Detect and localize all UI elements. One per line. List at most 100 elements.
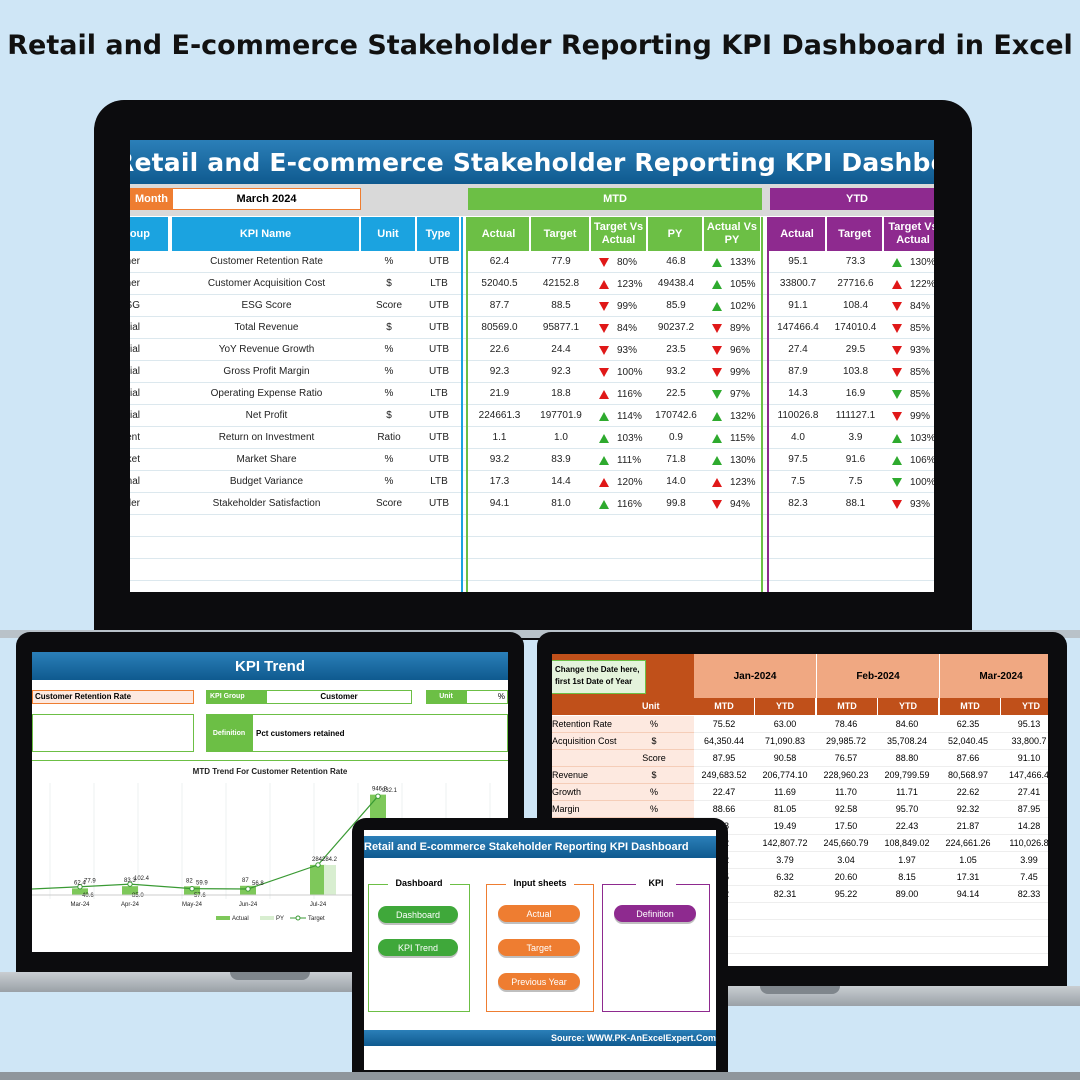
value-cell: 108,849.02 <box>884 838 930 848</box>
row-divider <box>694 919 1048 920</box>
previous-year-button[interactable]: Previous Year <box>498 973 580 990</box>
row-divider <box>130 536 934 537</box>
right-laptop-notch <box>760 986 840 994</box>
kpi-indicator: 103% <box>892 427 934 449</box>
value-cell: 20.60 <box>834 872 858 882</box>
month-header: Mar-2024 <box>940 654 1048 698</box>
kpi-name: Retention Rate <box>552 719 613 729</box>
arrow-up-icon <box>599 455 609 465</box>
kpi-indicator: 99% <box>712 361 762 383</box>
value-cell: 209,799.59 <box>884 770 930 780</box>
cell-target: 14.4 <box>551 476 571 487</box>
cell-name: Gross Profit Margin <box>223 366 310 377</box>
kpi-indicator: 85% <box>892 383 934 405</box>
target-point <box>77 884 83 890</box>
cell-unit: $ <box>386 322 392 333</box>
value-cell: 8.15 <box>898 872 916 882</box>
value-cell: 63.00 <box>773 719 797 729</box>
row-divider <box>694 800 1048 801</box>
cell-group: Financial <box>130 388 140 399</box>
header-tva-11: Target Vs Actual <box>884 217 934 251</box>
kpi-indicator: 85% <box>892 317 934 339</box>
arrow-up-icon <box>712 301 722 311</box>
row-divider <box>694 749 1048 750</box>
cell-target: 174010.4 <box>834 322 877 333</box>
arrow-up-icon <box>712 279 722 289</box>
value-cell: 142,807.72 <box>762 838 808 848</box>
kpi-name-select[interactable]: Customer Retention Rate <box>32 690 194 704</box>
cell-target: 91.6 <box>845 454 866 465</box>
kpi-group-label: KPI Group <box>206 690 266 704</box>
indicator-value: 111% <box>617 454 642 466</box>
definition-button[interactable]: Definition <box>614 905 696 922</box>
target-button[interactable]: Target <box>498 939 580 956</box>
indicator-value: 84% <box>910 300 931 312</box>
legend-actual-swatch <box>216 916 230 920</box>
value-cell: 82.33 <box>1017 889 1041 899</box>
value-cell: 17.50 <box>834 821 858 831</box>
cell-group: Operational <box>130 476 140 487</box>
input-sheets-heading: Input sheets <box>506 878 574 888</box>
value-cell: 88.80 <box>895 753 919 763</box>
cell-actual: 97.5 <box>788 454 808 465</box>
dashboard-banner: Retail and E-commerce Stakeholder Report… <box>130 140 934 184</box>
kpi-indicator: 99% <box>892 405 934 427</box>
cell-actual: 33800.7 <box>779 278 817 289</box>
kpi-trend-banner: KPI Trend <box>32 652 508 680</box>
header-py-7: PY <box>648 217 702 251</box>
row-divider <box>130 382 934 383</box>
cell-actual: 17.3 <box>489 476 510 487</box>
kpi-group-value: Customer <box>266 690 412 704</box>
sub-header-mtd_label: MTD <box>940 698 1000 715</box>
indicator-value: 132% <box>730 410 756 422</box>
row-divider <box>130 470 934 471</box>
sub-header-ytd_label: YTD <box>878 698 938 715</box>
value-cell: 78.46 <box>834 719 858 729</box>
cell-target: 83.9 <box>551 454 571 465</box>
cell-group: Customer <box>130 278 140 289</box>
cell-name: Net Profit <box>245 410 288 421</box>
cell-group: Investment <box>130 432 140 443</box>
cell-target: 3.9 <box>848 432 863 443</box>
indicator-value: 85% <box>910 322 931 334</box>
cell-unit: % <box>384 344 394 355</box>
kpi-indicator: 130% <box>892 251 934 273</box>
dashboard-button[interactable]: Dashboard <box>378 906 458 923</box>
row-divider <box>694 953 1048 954</box>
row-divider <box>694 868 1048 869</box>
cell-name: Total Revenue <box>234 322 299 333</box>
indicator-value: 102% <box>730 300 756 312</box>
value-cell: 62.35 <box>956 719 980 729</box>
target-label: 102.4 <box>134 876 150 882</box>
kpi-unit: Score <box>642 753 666 763</box>
legend-py-swatch <box>260 916 274 920</box>
value-cell: 110,026.8 <box>1009 838 1048 848</box>
arrow-down-icon <box>892 345 902 355</box>
kpi-indicator: 94% <box>712 493 762 515</box>
cell-target: 95877.1 <box>542 322 580 333</box>
row-divider <box>694 902 1048 903</box>
value-cell: 89.00 <box>895 889 919 899</box>
value-cell: 95.13 <box>1017 719 1041 729</box>
month-select[interactable]: March 2024 <box>172 188 361 210</box>
row-divider <box>694 834 1048 835</box>
actual-button[interactable]: Actual <box>498 905 580 922</box>
cell-actual: 82.3 <box>788 498 808 509</box>
indicator-value: 97% <box>730 388 751 400</box>
nav-banner: Retail and E-commerce Stakeholder Report… <box>364 836 716 858</box>
value-cell: 3.04 <box>837 855 855 865</box>
cell-target: 108.4 <box>842 300 869 311</box>
cell-actual: 95.1 <box>788 256 808 267</box>
kpi-indicator: 97% <box>712 383 762 405</box>
cell-target: 197701.9 <box>540 410 582 421</box>
arrow-down-icon <box>892 411 902 421</box>
kpi-trend-button[interactable]: KPI Trend <box>378 939 458 956</box>
cell-unit: Score <box>375 300 403 311</box>
cell-py: 23.5 <box>666 344 686 355</box>
ytd-section-label: YTD <box>770 188 934 210</box>
cell-target: 18.8 <box>551 388 571 399</box>
value-cell: 76.57 <box>834 753 858 763</box>
indicator-value: 103% <box>617 432 643 444</box>
cell-name: Customer Acquisition Cost <box>207 278 326 289</box>
arrow-up-icon <box>892 257 902 267</box>
